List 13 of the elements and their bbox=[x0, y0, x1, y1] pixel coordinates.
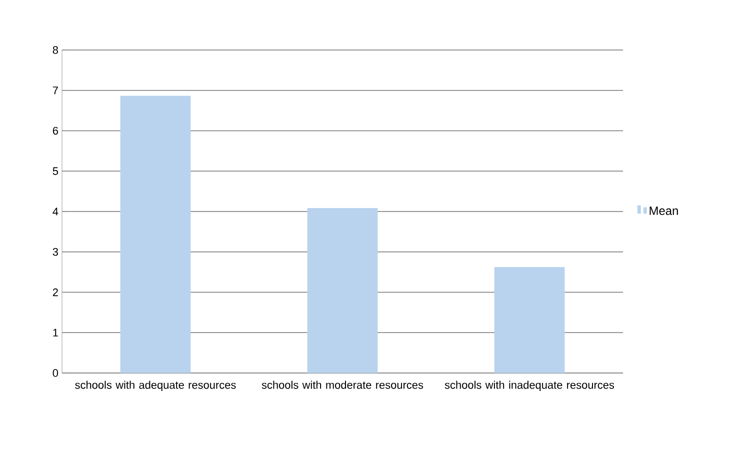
legend-label: Mean bbox=[650, 206, 678, 215]
y-tick-label: 7 bbox=[52, 86, 58, 94]
y-tick-label: 8 bbox=[52, 46, 58, 54]
x-tick-label: schools with inadequate resources bbox=[444, 380, 614, 391]
y-tick-label: 4 bbox=[52, 208, 58, 216]
y-tick-label: 0 bbox=[52, 369, 58, 377]
y-tick-label: 3 bbox=[52, 248, 58, 256]
x-tick-label: schools with moderate resources bbox=[262, 380, 424, 389]
y-tick-label: 1 bbox=[53, 328, 58, 336]
y-tick-label: 2 bbox=[52, 288, 58, 296]
y-tick-label: 6 bbox=[52, 126, 58, 135]
x-tick-label: schools with adequate resources bbox=[75, 380, 236, 391]
y-tick-label: 5 bbox=[52, 167, 58, 175]
